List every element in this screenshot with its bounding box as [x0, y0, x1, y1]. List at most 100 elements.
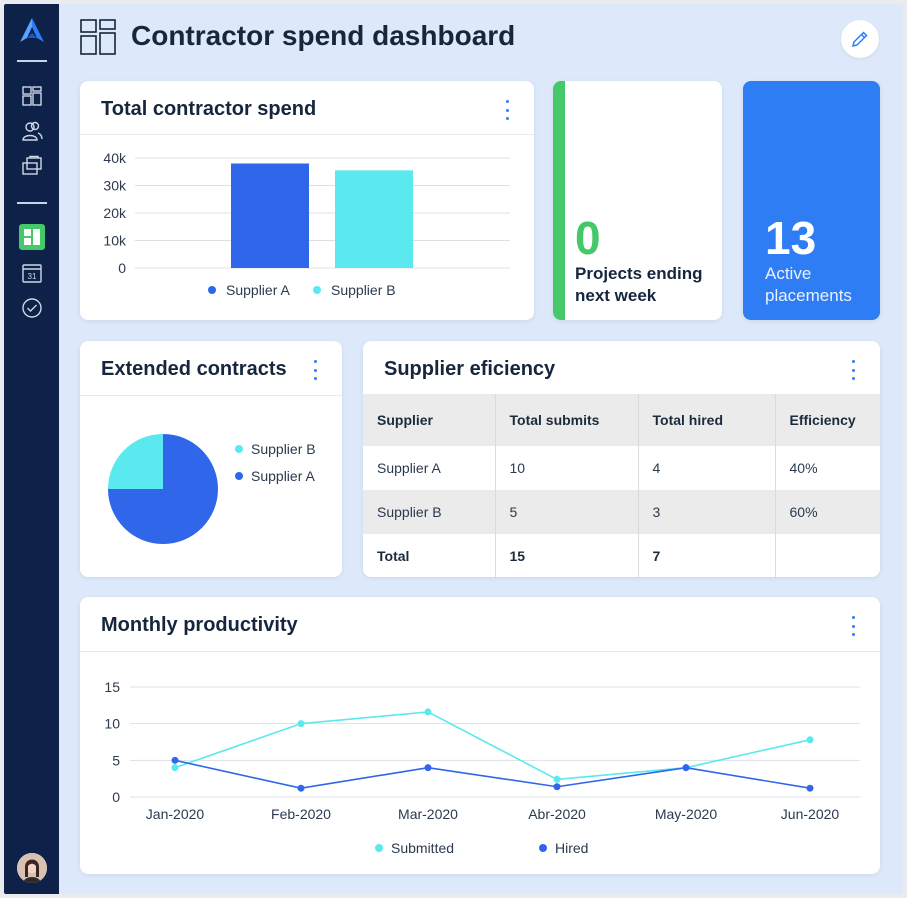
active-placements-card: 13 Active placements [743, 81, 880, 320]
legend-dot [539, 844, 547, 852]
calendar-day: 31 [28, 272, 37, 281]
legend-label: Hired [555, 840, 588, 856]
sidebar-divider [17, 60, 47, 62]
more-options-icon[interactable] [845, 613, 861, 639]
card-title: Total contractor spend [101, 98, 317, 120]
x-tick-label: May-2020 [655, 806, 717, 822]
legend-label: Supplier A [226, 282, 290, 298]
pie-chart: Supplier B Supplier A [108, 434, 316, 544]
data-point [424, 764, 432, 772]
column-header[interactable]: Efficiency [775, 394, 880, 446]
people-icon[interactable] [19, 118, 45, 144]
data-point [297, 784, 305, 792]
bar [335, 170, 413, 268]
y-tick-label: 10 [104, 716, 120, 732]
extended-contracts-card: Extended contracts Supplier B Supplier A [80, 341, 342, 577]
card-divider [80, 395, 342, 396]
bar [231, 163, 309, 268]
data-point [297, 720, 305, 728]
more-options-icon[interactable] [307, 357, 323, 383]
column-header[interactable]: Total submits [495, 394, 639, 446]
y-tick-label: 15 [104, 679, 120, 695]
y-tick-label: 10k [103, 233, 127, 249]
x-tick-label: Feb-2020 [271, 806, 331, 822]
legend-dot [375, 844, 383, 852]
card-title: Supplier eficiency [384, 358, 556, 380]
table-cell: Supplier B [363, 490, 496, 534]
column-header[interactable]: Supplier [363, 394, 496, 446]
pencil-icon [851, 31, 868, 48]
y-tick-label: 30k [103, 178, 127, 194]
page-title: Contractor spend dashboard [131, 20, 516, 51]
legend-label: Submitted [391, 840, 454, 856]
more-options-icon[interactable] [845, 357, 861, 383]
legend-dot [235, 445, 243, 453]
x-tick-label: Jan-2020 [146, 806, 205, 822]
legend-label: Supplier B [331, 282, 396, 298]
table-cell: 4 [638, 446, 776, 490]
edit-button[interactable] [841, 20, 879, 58]
active-placements-label-1: Active [765, 264, 812, 283]
table-cell: 15 [495, 534, 639, 577]
table-cell: 40% [789, 460, 818, 476]
legend-dot [235, 472, 243, 480]
table-total-row: Total 15 7 [363, 534, 880, 577]
total-spend-card: Total contractor spend 40k 30k 20k 10k 0 Supp… [80, 81, 534, 320]
x-tick-label: Jun-2020 [781, 806, 840, 822]
legend-label: Supplier B [251, 441, 316, 457]
data-point [171, 756, 179, 764]
y-tick-label: 0 [118, 260, 126, 276]
card-title: Monthly productivity [101, 614, 298, 636]
monthly-productivity-card: Monthly productivity 15 10 5 0 Jan-2020 Feb-2… [80, 597, 880, 874]
data-point [171, 764, 179, 772]
series-line [174, 759, 811, 790]
table-cell: Supplier A [363, 446, 496, 490]
legend-label: Supplier A [251, 468, 315, 484]
table-cell: 60% [775, 490, 880, 534]
projects-ending-label-2: next week [575, 286, 657, 305]
x-tick-label: Abr-2020 [528, 806, 586, 822]
dashboard-grid-icon[interactable] [19, 83, 45, 109]
sidebar-divider [17, 202, 47, 204]
data-point [553, 783, 561, 791]
card-divider [80, 134, 534, 135]
check-circle-icon[interactable] [19, 295, 45, 321]
column-header[interactable]: Total hired [638, 394, 776, 446]
table-cell: 5 [495, 490, 639, 534]
supplier-efficiency-table: Supplier Total submits Total hired Effic… [363, 394, 880, 577]
calendar-icon[interactable]: 31 [19, 260, 45, 286]
supplier-efficiency-card: Supplier eficiency Supplier Total submit… [363, 341, 880, 577]
user-avatar[interactable] [17, 853, 47, 883]
logo-icon[interactable] [18, 16, 46, 44]
pie-slice [108, 434, 218, 544]
table-row[interactable]: Supplier B 5 3 60% [363, 490, 880, 534]
table-cell [775, 534, 880, 577]
projects-ending-card: 0 Projects ending next week [553, 81, 722, 320]
series-line [174, 711, 811, 781]
x-tick-label: Mar-2020 [398, 806, 458, 822]
y-tick-label: 20k [103, 205, 127, 221]
y-tick-label: 40k [103, 150, 127, 166]
kpi-accent-bar [553, 81, 565, 320]
card-title: Extended contracts [101, 358, 287, 380]
bar-chart: 40k 30k 20k 10k 0 Supplier A Supplier B [103, 150, 510, 298]
y-tick-label: 5 [112, 752, 120, 768]
line-chart: 15 10 5 0 Jan-2020 Feb-2020 Mar-2020 Abr-2020 Ma… [104, 679, 860, 856]
layout-icon[interactable] [19, 224, 45, 250]
data-point [553, 775, 561, 783]
table-row[interactable]: Supplier A 10 4 40% [363, 446, 880, 490]
legend-dot [313, 286, 321, 294]
data-point [806, 736, 814, 744]
card-divider [80, 651, 880, 652]
projects-ending-value: 0 [575, 212, 601, 264]
table-cell: Total [363, 534, 496, 577]
data-point [806, 784, 814, 792]
dashboard-header-icon [80, 19, 116, 55]
briefcase-icon[interactable] [19, 153, 45, 179]
active-placements-label-2: placements [765, 286, 852, 305]
table-cell: 3 [638, 490, 776, 534]
more-options-icon[interactable] [499, 97, 515, 123]
pie-slice [108, 434, 163, 489]
projects-ending-label-1: Projects ending [575, 264, 703, 283]
legend-dot [208, 286, 216, 294]
